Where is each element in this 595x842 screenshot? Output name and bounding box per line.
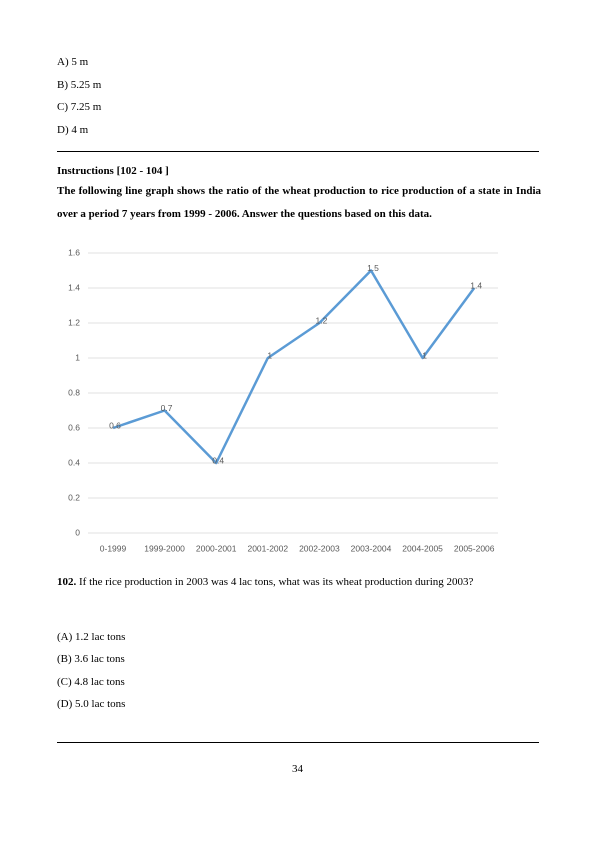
instructions-text: The following line graph shows the ratio… xyxy=(57,185,541,220)
option: (C) 4.8 lac tons xyxy=(57,676,125,688)
data-label: 0.4 xyxy=(212,455,224,465)
y-tick-label: 0.8 xyxy=(68,387,80,397)
data-label: 1.2 xyxy=(315,315,327,325)
x-tick-label: 2000-2001 xyxy=(196,543,237,553)
instructions-title: Instructions [102 - 104 ] xyxy=(57,165,169,177)
y-tick-label: 1.4 xyxy=(68,282,80,292)
option: (D) 5.0 lac tons xyxy=(57,698,126,710)
option: (A) 1.2 lac tons xyxy=(57,631,126,643)
x-tick-label: 2002-2003 xyxy=(299,543,340,553)
data-label: 1.4 xyxy=(470,280,482,290)
y-tick-label: 1.2 xyxy=(68,317,80,327)
data-label: 1.5 xyxy=(367,263,379,273)
y-tick-label: 0 xyxy=(75,527,80,537)
data-label: 1 xyxy=(422,350,427,360)
x-tick-label: 2005-2006 xyxy=(454,543,495,553)
x-tick-label: 2004-2005 xyxy=(402,543,443,553)
option: D) 4 m xyxy=(57,124,89,136)
data-line xyxy=(112,269,476,465)
y-tick-label: 0.4 xyxy=(68,457,80,467)
option: C) 7.25 m xyxy=(57,101,102,113)
data-label: 0.7 xyxy=(161,403,173,413)
option: (B) 3.6 lac tons xyxy=(57,653,125,665)
data-label: 1 xyxy=(267,350,272,360)
y-tick-label: 0.2 xyxy=(68,492,80,502)
question-text: If the rice production in 2003 was 4 lac… xyxy=(79,576,474,588)
y-tick-label: 1.6 xyxy=(68,247,80,257)
data-label: 0.6 xyxy=(109,420,121,430)
question: 102. If the rice production in 2003 was … xyxy=(57,571,541,594)
option: A) 5 m xyxy=(57,56,89,68)
y-tick-label: 0.6 xyxy=(68,422,80,432)
x-tick-label: 2003-2004 xyxy=(351,543,392,553)
page-number: 34 xyxy=(292,763,303,775)
chart: 0 0.2 0.4 0.6 0.8 1 1.2 1.4 1.6 0-1999 1999-2000 20… xyxy=(68,247,498,553)
x-tick-label: 0-1999 xyxy=(100,543,127,553)
option: B) 5.25 m xyxy=(57,79,102,91)
separator xyxy=(57,151,539,152)
separator xyxy=(57,742,539,743)
x-tick-label: 1999-2000 xyxy=(144,543,185,553)
question-number: 102. xyxy=(57,576,77,588)
y-tick-label: 1 xyxy=(75,352,80,362)
x-tick-label: 2001-2002 xyxy=(247,543,288,553)
